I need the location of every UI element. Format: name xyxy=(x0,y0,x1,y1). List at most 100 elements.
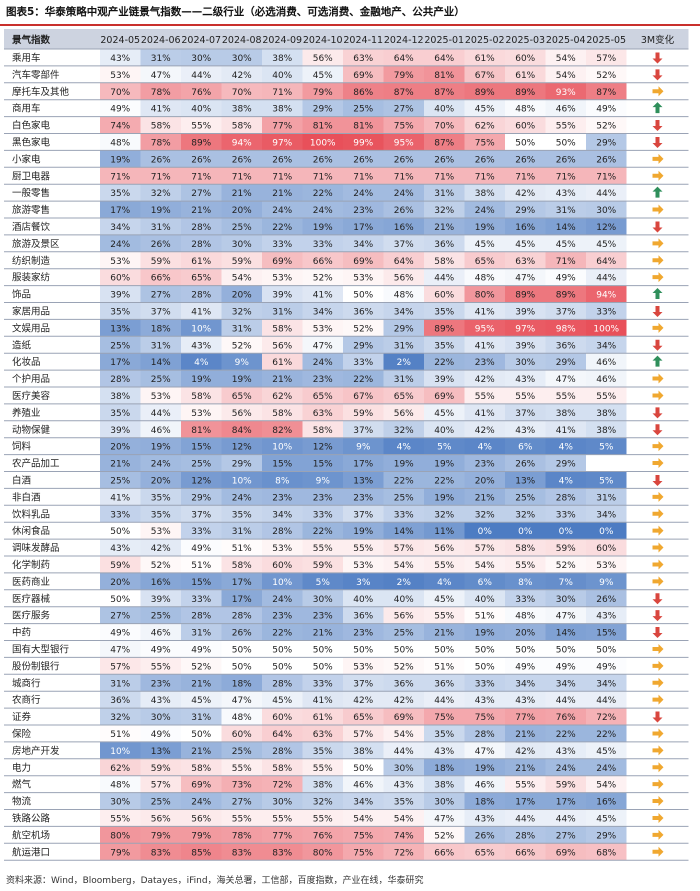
heatmap-cell xyxy=(140,488,181,506)
cell-value: 63% xyxy=(313,409,333,419)
cell-value: 50% xyxy=(353,764,373,774)
heatmap-cell xyxy=(343,319,384,337)
row-label: 航运港口 xyxy=(12,846,50,858)
heatmap-cell xyxy=(464,234,505,252)
cell-value: 47% xyxy=(434,814,454,824)
cell-value: 20% xyxy=(232,206,252,216)
heatmap-cell xyxy=(221,522,262,540)
heatmap-cell xyxy=(424,133,465,151)
row-label-bg xyxy=(4,589,100,607)
heatmap-cell xyxy=(140,741,181,759)
cell-value: 19% xyxy=(434,460,454,470)
cell-value: 33% xyxy=(353,358,373,368)
cell-value: 11% xyxy=(434,527,454,537)
heatmap-cell xyxy=(383,370,424,387)
cell-value: 26% xyxy=(515,155,535,165)
heatmap-cell xyxy=(302,522,343,540)
heatmap-cell xyxy=(181,792,222,810)
heatmap-cell xyxy=(424,150,465,168)
heatmap-cell xyxy=(181,775,222,793)
heatmap-cell xyxy=(302,454,343,472)
heatmap-cell xyxy=(383,167,424,185)
cell-value: 19% xyxy=(313,223,333,233)
cell-value: 24% xyxy=(151,460,171,470)
heatmap-cell xyxy=(100,471,141,489)
cell-value: 12% xyxy=(313,443,333,453)
heatmap-cell xyxy=(100,218,141,235)
cell-value: 17% xyxy=(232,595,252,605)
cell-value: 57% xyxy=(596,54,616,64)
heatmap-cell xyxy=(140,539,181,556)
cell-value: 19% xyxy=(232,375,252,385)
heatmap-cell xyxy=(343,640,384,658)
cell-value: 50% xyxy=(353,291,373,301)
cell-value: 71% xyxy=(475,172,495,182)
row-label-bg xyxy=(4,809,100,827)
cell-value: 33% xyxy=(191,527,211,537)
heatmap-cell xyxy=(586,319,627,337)
cell-value: 48% xyxy=(394,291,414,301)
cell-value: 34% xyxy=(596,510,616,520)
cell-value: 83% xyxy=(272,848,292,858)
heatmap-cell xyxy=(383,539,424,556)
cell-value: 56% xyxy=(394,274,414,284)
heatmap-cell-empty xyxy=(586,454,627,472)
heatmap-cell xyxy=(383,657,424,675)
cell-value: 84% xyxy=(232,426,252,436)
heatmap-cell xyxy=(505,741,546,759)
heatmap-cell xyxy=(221,133,262,151)
cell-value: 55% xyxy=(151,662,171,672)
cell-value: 23% xyxy=(353,629,373,639)
heatmap-row: 农商行 36% 43% 45% 47% 45% 41% 42% 42% 44% 43% 43% 44% 4… xyxy=(4,691,689,709)
cell-value: 39% xyxy=(151,595,171,605)
heatmap-cell xyxy=(545,657,586,675)
heatmap-cell xyxy=(221,809,262,827)
heatmap-cell xyxy=(262,826,303,844)
cell-value: 63% xyxy=(515,257,535,267)
heatmap-cell xyxy=(545,437,586,455)
row-label-bg xyxy=(4,403,100,421)
heatmap-cell xyxy=(464,49,505,66)
heatmap-cell xyxy=(140,437,181,455)
heatmap-cell xyxy=(140,420,181,438)
cell-value: 10% xyxy=(272,443,292,453)
heatmap-cell xyxy=(424,657,465,675)
heatmap-cell xyxy=(343,184,384,202)
heatmap-cell xyxy=(302,640,343,658)
cell-value: 26% xyxy=(434,155,454,165)
heatmap-cell xyxy=(424,725,465,742)
cell-value: 28% xyxy=(515,831,535,841)
cell-value: 56% xyxy=(313,54,333,64)
cell-value: 19% xyxy=(151,206,171,216)
heatmap-cell xyxy=(545,809,586,827)
cell-value: 51% xyxy=(110,730,130,740)
cell-value: 78% xyxy=(151,138,171,148)
cell-value: 15% xyxy=(191,578,211,588)
cell-value: 77% xyxy=(272,122,292,132)
cell-value: 38% xyxy=(353,747,373,757)
heatmap-cell xyxy=(505,505,546,523)
heatmap-cell xyxy=(586,251,627,269)
cell-value: 59% xyxy=(110,561,130,571)
cell-value: 58% xyxy=(232,122,252,132)
cell-value: 70% xyxy=(232,88,252,98)
cell-value: 52% xyxy=(191,662,211,672)
cell-value: 58% xyxy=(434,257,454,267)
heatmap-cell xyxy=(383,640,424,658)
cell-value: 44% xyxy=(556,696,576,706)
cell-value: 13% xyxy=(151,747,171,757)
cell-value: 58% xyxy=(232,561,252,571)
cell-value: 69% xyxy=(353,71,373,81)
cell-value: 31% xyxy=(394,375,414,385)
cell-value: 26% xyxy=(151,240,171,250)
heatmap-cell xyxy=(424,336,465,354)
cell-value: 52% xyxy=(353,324,373,334)
heatmap-cell xyxy=(302,387,343,404)
cell-value: 9% xyxy=(356,443,371,453)
cell-value: 65% xyxy=(353,713,373,723)
heatmap-cell xyxy=(343,116,384,134)
arrow-right-icon xyxy=(652,643,664,654)
heatmap-cell xyxy=(343,201,384,218)
heatmap-cell xyxy=(383,116,424,134)
heatmap-cell xyxy=(586,471,627,489)
